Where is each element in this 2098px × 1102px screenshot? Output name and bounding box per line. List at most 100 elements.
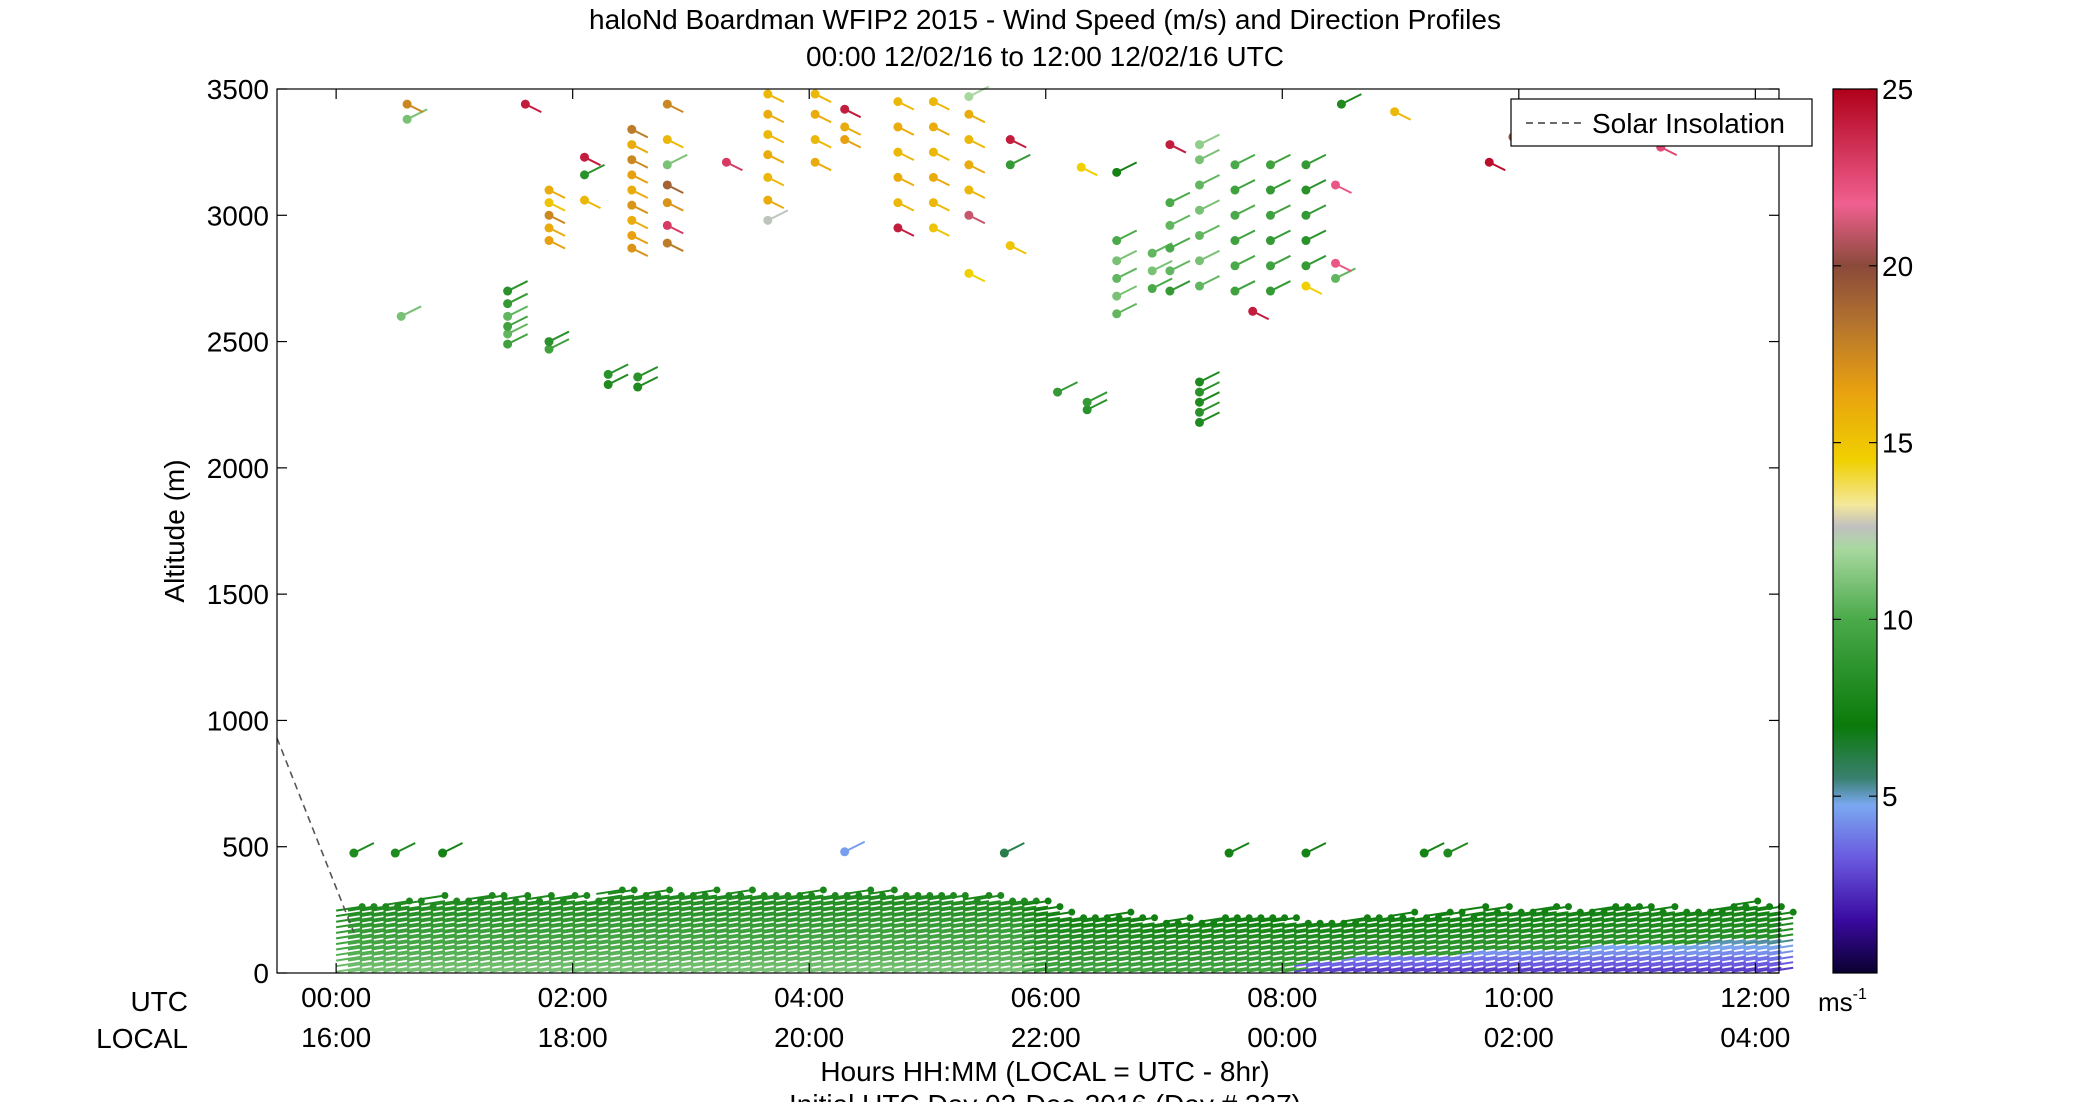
boundary-layer-barb (903, 911, 930, 918)
boundary-layer-barb (383, 966, 410, 973)
boundary-layer-barb (1400, 938, 1427, 945)
wind-point (810, 89, 820, 99)
boundary-layer-barb (1140, 955, 1167, 962)
boundary-layer-barb (726, 922, 753, 929)
boundary-layer-barb (525, 950, 552, 957)
boundary-layer-barb (1767, 916, 1794, 923)
boundary-layer-barb (1187, 944, 1214, 951)
boundary-layer-barb (915, 927, 942, 934)
boundary-layer-barb (525, 966, 552, 973)
y-tick-label: 2500 (207, 327, 269, 358)
boundary-layer-point (1068, 908, 1076, 916)
boundary-layer-barb (1270, 927, 1297, 934)
boundary-layer-barb (903, 894, 930, 901)
boundary-layer-barb (584, 938, 611, 945)
x-tick-label-utc: 04:00 (774, 982, 844, 1013)
boundary-layer-barb (1069, 933, 1096, 940)
boundary-layer-barb (1317, 950, 1344, 957)
boundary-layer-barb (1364, 933, 1392, 940)
boundary-layer-barb (1672, 944, 1699, 951)
wind-point (964, 160, 974, 170)
boundary-layer-barb (1684, 922, 1711, 929)
boundary-layer-barb (572, 955, 599, 962)
boundary-layer-barb (785, 911, 812, 918)
boundary-layer-barb (1341, 950, 1368, 957)
boundary-layer-barb (631, 938, 658, 945)
boundary-layer-barb (1329, 927, 1356, 934)
boundary-layer-barb (1435, 944, 1463, 951)
boundary-layer-barb (1613, 944, 1640, 951)
wind-point (662, 220, 672, 230)
boundary-layer-barb (1696, 911, 1723, 918)
boundary-layer-barb (560, 894, 587, 901)
boundary-layer-barb (726, 955, 753, 962)
boundary-layer-barb (371, 961, 398, 968)
boundary-layer-barb (1447, 938, 1475, 945)
boundary-layer-barb (1270, 944, 1297, 951)
boundary-layer-barb (1613, 922, 1640, 929)
boundary-layer-barb (962, 922, 990, 929)
boundary-layer-barb (655, 955, 682, 962)
boundary-layer-barb (395, 900, 422, 907)
boundary-layer-barb (809, 916, 836, 923)
boundary-layer-barb (1471, 966, 1498, 973)
boundary-layer-barb (525, 905, 552, 912)
boundary-layer-barb (395, 966, 422, 973)
wind-point (544, 198, 554, 208)
boundary-layer-barb (927, 894, 954, 901)
boundary-layer-barb (915, 922, 942, 929)
boundary-layer-barb (1341, 944, 1368, 951)
boundary-layer-barb (548, 944, 576, 951)
boundary-layer-barb (832, 944, 860, 951)
boundary-layer-barb (809, 922, 836, 929)
boundary-layer-barb (998, 966, 1025, 973)
boundary-layer-barb (726, 905, 753, 912)
boundary-layer-barb (1719, 950, 1747, 957)
boundary-layer-barb (880, 966, 907, 973)
boundary-layer-barb (1755, 938, 1782, 945)
boundary-layer-barb (537, 905, 564, 912)
boundary-layer-barb (1625, 933, 1652, 940)
boundary-layer-point (524, 892, 532, 900)
boundary-layer-barb (1152, 944, 1179, 951)
wind-point (763, 172, 773, 182)
wind-point (1390, 107, 1400, 117)
x-tick-label-utc: 12:00 (1720, 982, 1790, 1013)
boundary-layer-barb (1400, 916, 1427, 923)
wind-point (1165, 198, 1175, 208)
boundary-layer-barb (1317, 944, 1344, 951)
boundary-layer-barb (1341, 927, 1368, 934)
boundary-layer-barb (454, 933, 481, 940)
boundary-layer-barb (844, 944, 871, 951)
wind-point (503, 321, 513, 331)
boundary-layer-barb (383, 933, 410, 940)
boundary-layer-barb (1364, 927, 1392, 934)
boundary-layer-barb (1187, 966, 1214, 973)
boundary-layer-barb (1140, 944, 1167, 951)
boundary-layer-barb (596, 894, 623, 901)
boundary-layer-barb (1660, 916, 1687, 923)
wind-point (1165, 266, 1175, 276)
y-tick-label: 3000 (207, 200, 269, 231)
boundary-layer-barb (1743, 916, 1770, 923)
boundary-layer-barb (1424, 938, 1451, 945)
boundary-layer-barb (749, 916, 777, 923)
boundary-layer-barb (383, 955, 410, 962)
boundary-layer-barb (773, 922, 800, 929)
boundary-layer-barb (1081, 950, 1108, 957)
wind-point (579, 170, 589, 180)
boundary-layer-barb (1282, 933, 1309, 940)
boundary-layer-barb (1104, 933, 1132, 940)
boundary-layer-barb (643, 927, 670, 934)
boundary-layer-barb (643, 905, 670, 912)
boundary-layer-barb (489, 905, 517, 912)
boundary-layer-barb (702, 922, 729, 929)
boundary-layer-barb (1033, 955, 1061, 962)
boundary-layer-barb (548, 900, 576, 907)
wind-point (893, 122, 903, 132)
boundary-layer-barb (974, 938, 1001, 945)
x-tick-label-local: 04:00 (1720, 1022, 1790, 1053)
boundary-layer-barb (501, 950, 528, 957)
boundary-layer-barb (820, 905, 848, 912)
boundary-layer-barb (939, 933, 966, 940)
